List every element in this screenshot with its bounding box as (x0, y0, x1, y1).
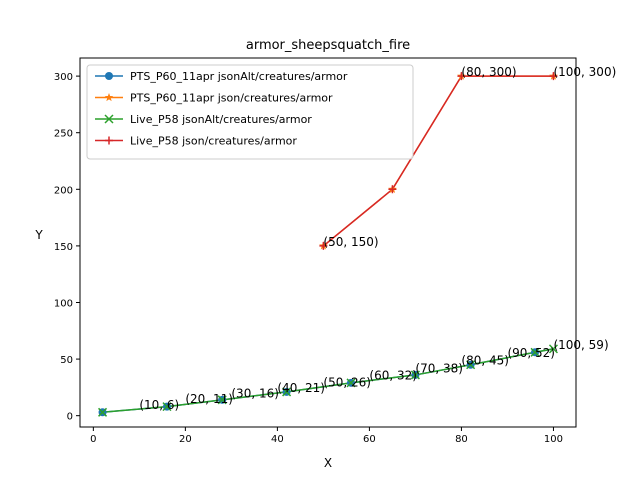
legend-entry-label: PTS_P60_11apr json/creatures/armor (130, 92, 333, 105)
point-annotation: (80, 300) (461, 65, 516, 79)
legend: PTS_P60_11apr jsonAlt/creatures/armor PTS… (86, 64, 414, 160)
data-point-x (104, 114, 114, 124)
x-tick-label: 100 (544, 434, 563, 445)
point-annotation: (20, 11) (185, 392, 233, 406)
data-point-plus (105, 136, 113, 145)
point-annotation: (40, 21) (277, 381, 325, 395)
data-point-x (282, 387, 292, 397)
x-axis-label: X (324, 456, 332, 470)
x-tick-label: 60 (363, 434, 376, 445)
data-point-x (346, 378, 356, 388)
y-tick-label: 50 (60, 355, 73, 366)
data-point-plus (549, 72, 558, 81)
plot-area-frame (79, 57, 577, 428)
data-point-x (98, 407, 108, 417)
point-annotation: (80, 45) (461, 354, 509, 368)
data-point-x (410, 370, 420, 380)
data-point-plus (388, 185, 397, 194)
point-annotation: (100, 300) (553, 65, 616, 79)
legend-box (86, 64, 414, 160)
data-point-x (530, 347, 540, 357)
y-tick-label: 250 (54, 129, 73, 140)
data-point-plus (319, 241, 328, 250)
legend-entry-label: Live_P58 json/creatures/armor (130, 135, 297, 148)
x-tick-label: 20 (179, 434, 192, 445)
axis-ticks: 0 20 40 60 80 100 0 50 100 150 200 250 300 (54, 72, 563, 445)
point-annotation: (100, 59) (553, 338, 608, 352)
y-tick-label: 200 (54, 185, 73, 196)
data-point-x (548, 344, 558, 354)
data-point-x (466, 360, 476, 370)
point-annotation: (50, 26) (323, 375, 371, 389)
point-annotation: (60, 32) (369, 368, 417, 382)
point-annotation: (10, 6) (139, 398, 179, 412)
y-axis-label: Y (34, 228, 43, 242)
data-point-x (217, 395, 227, 405)
legend-entry-label: PTS_P60_11apr jsonAlt/creatures/armor (130, 70, 348, 83)
series-line (322, 75, 554, 247)
x-tick-label: 0 (90, 434, 96, 445)
data-point-plus (457, 72, 466, 81)
data-point-x (162, 402, 172, 412)
data-point-circle (105, 72, 113, 80)
point-annotations: (50, 150) (80, 300) (100, 300) (10, 6) (20, … (139, 65, 616, 412)
point-annotation: (50, 150) (323, 235, 378, 249)
x-tick-label: 40 (271, 434, 284, 445)
series-markers (98, 71, 558, 417)
point-annotation: (70, 38) (415, 362, 463, 376)
data-point-star (104, 93, 114, 102)
point-annotation: (90, 52) (507, 346, 555, 360)
y-tick-label: 100 (54, 298, 73, 309)
legend-entry-label: Live_P58 jsonAlt/creatures/armor (130, 113, 312, 126)
x-tick-label: 80 (455, 434, 468, 445)
y-tick-label: 150 (54, 242, 73, 253)
chart-title: armor_sheepsquatch_fire (246, 38, 410, 53)
point-annotation: (30, 16) (231, 387, 279, 401)
y-tick-label: 300 (54, 72, 73, 83)
y-tick-label: 0 (67, 412, 73, 423)
